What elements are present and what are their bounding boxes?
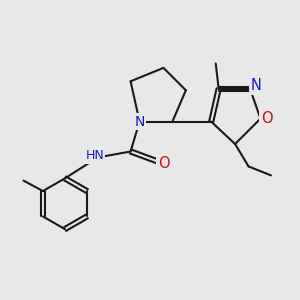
- Text: O: O: [158, 156, 169, 171]
- Text: HN: HN: [85, 149, 104, 163]
- Text: N: N: [134, 115, 145, 129]
- Text: N: N: [250, 78, 261, 93]
- Text: O: O: [261, 111, 272, 126]
